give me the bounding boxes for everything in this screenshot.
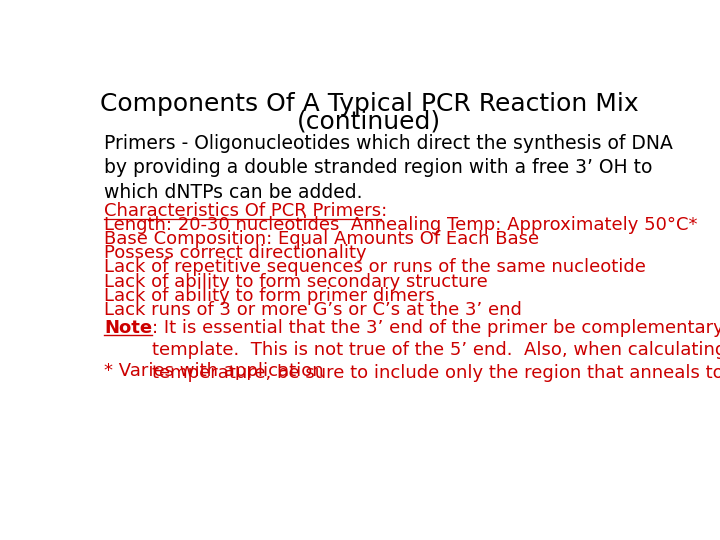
Text: Note: Note [104, 319, 152, 336]
Text: Characteristics Of PCR Primers:: Characteristics Of PCR Primers: [104, 202, 387, 220]
Text: Lack runs of 3 or more G’s or C’s at the 3’ end: Lack runs of 3 or more G’s or C’s at the… [104, 301, 522, 319]
Text: Note: Note [104, 319, 152, 336]
Text: Length: 20-30 nucleotides  Annealing Temp: Approximately 50°C*: Length: 20-30 nucleotides Annealing Temp… [104, 215, 698, 234]
Text: * Varies with application: * Varies with application [104, 362, 323, 380]
Text: Components Of A Typical PCR Reaction Mix: Components Of A Typical PCR Reaction Mix [99, 92, 639, 116]
Text: (continued): (continued) [297, 110, 441, 133]
Text: : It is essential that the 3’ end of the primer be complementary to the
template: : It is essential that the 3’ end of the… [152, 319, 720, 382]
Text: Possess correct directionality: Possess correct directionality [104, 244, 366, 262]
Text: Lack of repetitive sequences or runs of the same nucleotide: Lack of repetitive sequences or runs of … [104, 259, 646, 276]
Text: Lack of ability to form primer dimers: Lack of ability to form primer dimers [104, 287, 435, 305]
Text: Base Composition: Equal Amounts Of Each Base: Base Composition: Equal Amounts Of Each … [104, 230, 539, 248]
Text: Characteristics Of PCR Primers: Characteristics Of PCR Primers [104, 202, 381, 220]
Text: Primers - Oligonucleotides which direct the synthesis of DNA
by providing a doub: Primers - Oligonucleotides which direct … [104, 134, 672, 201]
Text: Lack of ability to form secondary structure: Lack of ability to form secondary struct… [104, 273, 487, 291]
